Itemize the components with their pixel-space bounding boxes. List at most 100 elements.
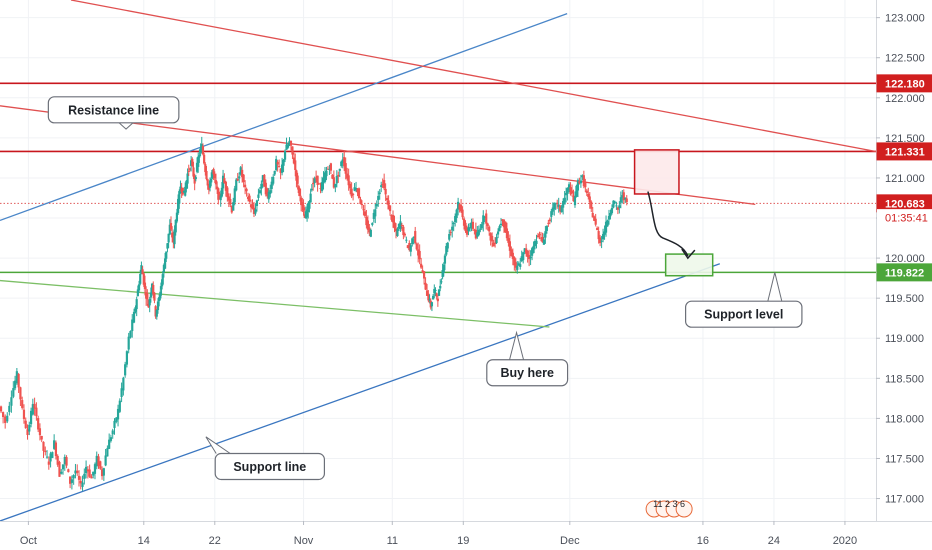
callout-buy-here[interactable]: Buy here: [486, 330, 569, 387]
price-axis[interactable]: 117.000 117.500 118.000 118.500 119.000 119.5…: [876, 13, 932, 506]
candle-body: [115, 417, 118, 422]
candle-body: [526, 250, 529, 258]
candle-body: [538, 234, 541, 236]
candle-body: [15, 371, 18, 384]
candle-body: [519, 264, 522, 267]
candle-body: [194, 177, 197, 180]
candle-body: [155, 309, 158, 317]
candle-body: [399, 221, 402, 229]
candle-body: [232, 202, 235, 211]
bar-countdown-label[interactable]: 01:35:41: [877, 209, 932, 227]
candle-body: [510, 249, 513, 257]
candle-body: [300, 197, 303, 206]
candle-body: [522, 252, 525, 261]
price-tick-label: 120.000: [885, 253, 925, 265]
candle-body: [471, 221, 475, 229]
candle-body: [186, 173, 189, 184]
red-target-box[interactable]: [633, 149, 680, 195]
candle-body: [139, 273, 142, 284]
candle-body: [622, 192, 625, 201]
price-label[interactable]: 122.180: [876, 74, 932, 93]
callout-resistance-line[interactable]: Resistance line: [47, 96, 180, 130]
candle-body: [557, 204, 560, 207]
candle-body: [6, 415, 9, 422]
candle-body: [168, 224, 171, 235]
candle-body: [360, 203, 364, 206]
event-circle[interactable]: [675, 500, 693, 518]
candle-body: [338, 168, 341, 171]
candle-body: [403, 233, 406, 236]
time-axis[interactable]: Oct 14 22 Nov 11 19 Dec 16 24 2020: [20, 521, 857, 547]
price-label[interactable]: 119.822: [876, 263, 932, 282]
candle-body: [182, 190, 186, 193]
callout-support-line[interactable]: Support line: [205, 436, 326, 481]
candle-body: [217, 188, 220, 200]
candle-body: [432, 295, 435, 300]
candle-body: [251, 204, 254, 209]
candle-body: [241, 169, 244, 178]
candle-body: [587, 193, 590, 197]
candle-body: [581, 175, 584, 178]
candle-body: [502, 219, 506, 228]
candle-body: [308, 201, 311, 209]
candle-body: [160, 282, 163, 290]
blue-channel-top[interactable]: [0, 13, 568, 222]
time-tick-label: 19: [457, 535, 469, 547]
zone-boxes[interactable]: [633, 149, 714, 277]
candle-body: [207, 184, 210, 190]
candle-body: [596, 227, 599, 231]
candle-body: [31, 404, 34, 415]
candle-body: [440, 281, 443, 283]
candle-body: [343, 157, 346, 167]
candle-body: [378, 192, 381, 195]
candle-body: [569, 187, 572, 195]
price-tick-label: 122.000: [885, 93, 925, 105]
callouts[interactable]: Resistance line Buy here Support level Supp…: [47, 96, 803, 481]
candle-body: [394, 228, 398, 232]
candle-body: [323, 172, 327, 182]
candle-body: [554, 203, 557, 205]
candle-body: [476, 232, 479, 237]
candle-body: [88, 469, 91, 477]
events-badge[interactable]: 11 2 3 6: [645, 499, 693, 518]
trend-lines[interactable]: [0, 0, 877, 522]
candle-body: [446, 242, 449, 249]
candle-body: [238, 176, 241, 179]
candle-body: [480, 224, 483, 229]
candle-body: [200, 144, 203, 153]
candle-body: [483, 217, 486, 219]
candle-body: [533, 240, 537, 247]
candle-body: [77, 475, 81, 480]
candle-body: [316, 175, 319, 185]
price-label[interactable]: 121.331: [876, 142, 932, 161]
candle-body: [272, 176, 275, 184]
candle-body: [594, 218, 597, 225]
candle-body: [24, 420, 27, 429]
green-line[interactable]: [0, 279, 550, 328]
candle-body: [310, 188, 313, 191]
candle-body: [264, 182, 267, 195]
candle-body: [312, 182, 315, 185]
candle-body: [566, 188, 569, 194]
candle-body: [2, 412, 5, 418]
callout-support-level[interactable]: Support level: [685, 272, 803, 328]
time-tick-label: 24: [768, 535, 780, 547]
red-upper-line[interactable]: [70, 0, 877, 153]
candle-body: [337, 174, 340, 177]
candle-body: [516, 265, 519, 270]
candle-body: [560, 206, 563, 213]
candle-body: [556, 202, 559, 204]
candle-body: [390, 215, 393, 220]
candle-body: [304, 211, 308, 219]
candle-body: [529, 256, 532, 259]
candle-body: [35, 407, 38, 417]
candle-body: [153, 292, 156, 301]
green-buy-box[interactable]: [664, 253, 714, 277]
price-label-text: 01:35:41: [885, 213, 928, 225]
blue-support-line[interactable]: [0, 263, 721, 522]
candle-body: [588, 196, 591, 203]
candle-body: [565, 192, 568, 196]
candle-body: [219, 195, 222, 201]
candle-body: [249, 204, 253, 208]
